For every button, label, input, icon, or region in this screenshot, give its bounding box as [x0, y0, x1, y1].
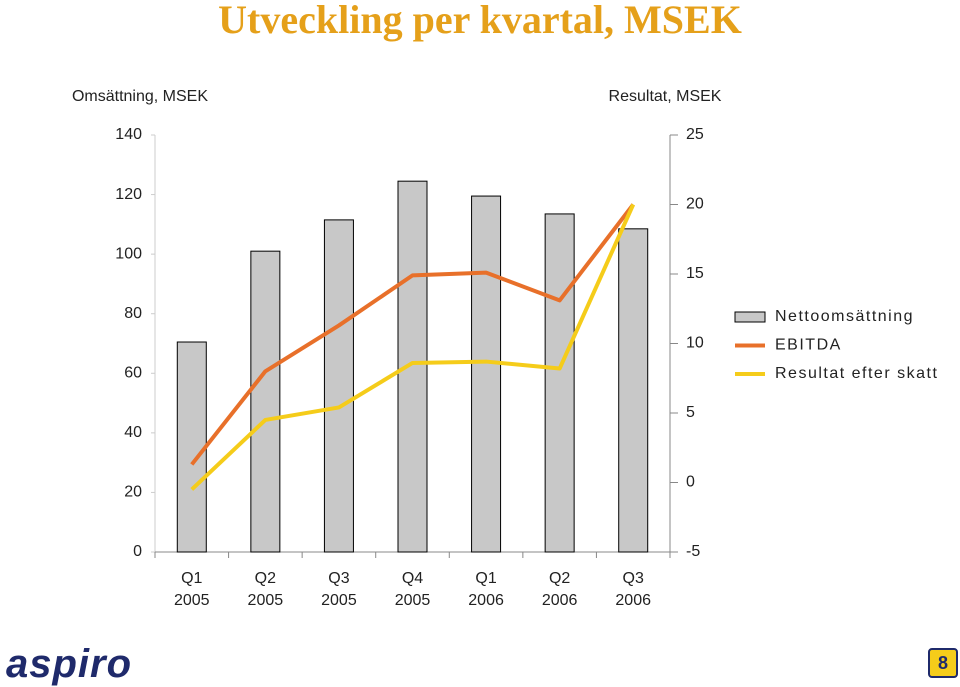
- bar: [397, 180, 428, 553]
- y-tick-label: 100: [115, 245, 142, 262]
- legend-label: Resultat efter skatt: [775, 365, 938, 382]
- line: [190, 203, 636, 491]
- y-tick-label: 0: [133, 543, 142, 560]
- y2-tick-label: 25: [686, 126, 704, 143]
- bar: [176, 341, 207, 553]
- legend-label: Nettoomsättning: [775, 308, 914, 325]
- y2-tick-label: 0: [686, 474, 695, 491]
- logo: aspiro: [6, 642, 133, 686]
- y-tick-label: 60: [124, 365, 142, 382]
- y-tick-label: 40: [124, 424, 142, 441]
- y2-tick-label: 10: [686, 335, 704, 352]
- title: Utveckling per kvartal, MSEK: [218, 0, 742, 42]
- bar: [618, 228, 649, 553]
- bar: [250, 250, 281, 553]
- y2-axis-label: Resultat, MSEK: [609, 88, 722, 105]
- y-tick-label: 140: [115, 126, 142, 143]
- x-tick-label: Q2 2005: [247, 570, 284, 609]
- y-tick-label: 80: [124, 305, 142, 322]
- y2-tick-label: 5: [686, 404, 695, 421]
- x-tick-label: Q1 2006: [468, 570, 504, 609]
- y-tick-label: 120: [115, 186, 142, 203]
- x-tick-label: Q3 2005: [321, 570, 357, 609]
- x-tick-label: Q3 2006: [615, 570, 651, 609]
- y-tick-label: 20: [124, 484, 142, 501]
- legend-label: EBITDA: [775, 337, 842, 354]
- bar: [323, 219, 354, 553]
- x-tick-label: Q2 2006: [541, 570, 578, 609]
- legend-swatch: [734, 311, 766, 323]
- page-number: 8: [928, 648, 958, 678]
- y2-tick-label: 20: [686, 196, 704, 213]
- bar: [544, 213, 575, 553]
- y2-tick-label: -5: [686, 543, 700, 560]
- y-axis-label: Omsättning, MSEK: [72, 88, 208, 105]
- line: [190, 203, 635, 466]
- y2-tick-label: 15: [686, 265, 704, 282]
- x-tick-label: Q1 2005: [173, 570, 210, 609]
- bar: [471, 195, 502, 553]
- x-tick-label: Q4 2005: [394, 570, 431, 609]
